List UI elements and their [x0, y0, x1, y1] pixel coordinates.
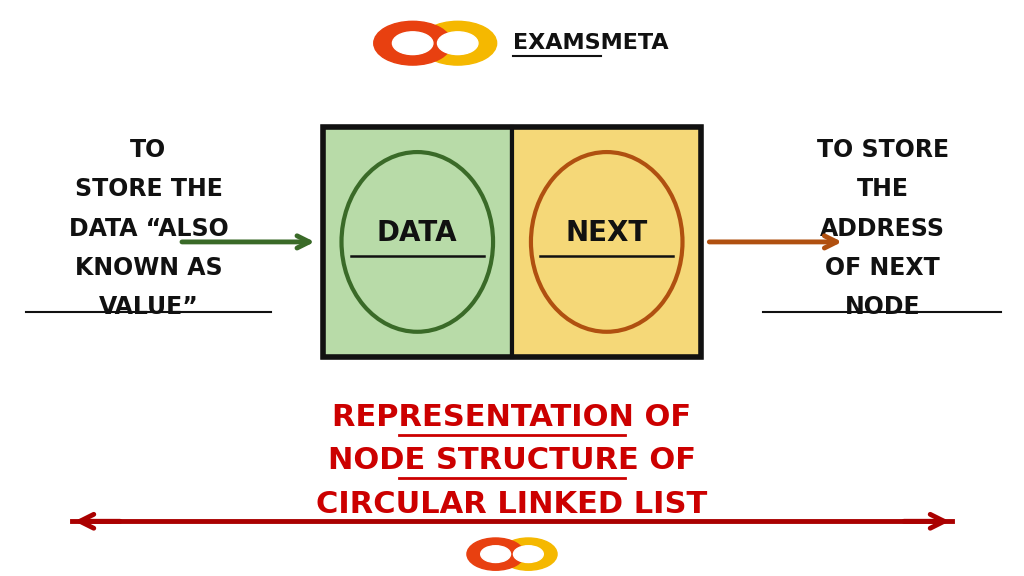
Circle shape [500, 538, 557, 570]
Ellipse shape [341, 152, 494, 332]
Ellipse shape [531, 152, 683, 332]
Text: OF NEXT: OF NEXT [825, 256, 940, 280]
Bar [323, 127, 701, 357]
Bar [323, 127, 512, 357]
Text: DATA: DATA [377, 219, 458, 247]
Text: NEXT: NEXT [565, 219, 648, 247]
Circle shape [437, 32, 478, 55]
Circle shape [467, 538, 524, 570]
Text: NODE: NODE [845, 295, 921, 319]
Text: REPRESENTATION OF: REPRESENTATION OF [333, 403, 691, 432]
Circle shape [374, 21, 452, 65]
Text: TO: TO [130, 138, 167, 162]
Text: NODE STRUCTURE OF: NODE STRUCTURE OF [328, 446, 696, 475]
Circle shape [392, 32, 433, 55]
Text: STORE THE: STORE THE [75, 177, 222, 202]
Circle shape [419, 21, 497, 65]
Text: EXAMSMETA: EXAMSMETA [513, 33, 669, 53]
Text: VALUE”: VALUE” [98, 295, 199, 319]
Circle shape [513, 545, 544, 563]
Text: THE: THE [857, 177, 908, 202]
Text: ADDRESS: ADDRESS [820, 217, 945, 241]
Bar [512, 127, 701, 357]
Text: KNOWN AS: KNOWN AS [75, 256, 222, 280]
Text: DATA “ALSO: DATA “ALSO [69, 217, 228, 241]
Text: CIRCULAR LINKED LIST: CIRCULAR LINKED LIST [316, 490, 708, 518]
Text: TO STORE: TO STORE [816, 138, 949, 162]
Circle shape [480, 545, 511, 563]
